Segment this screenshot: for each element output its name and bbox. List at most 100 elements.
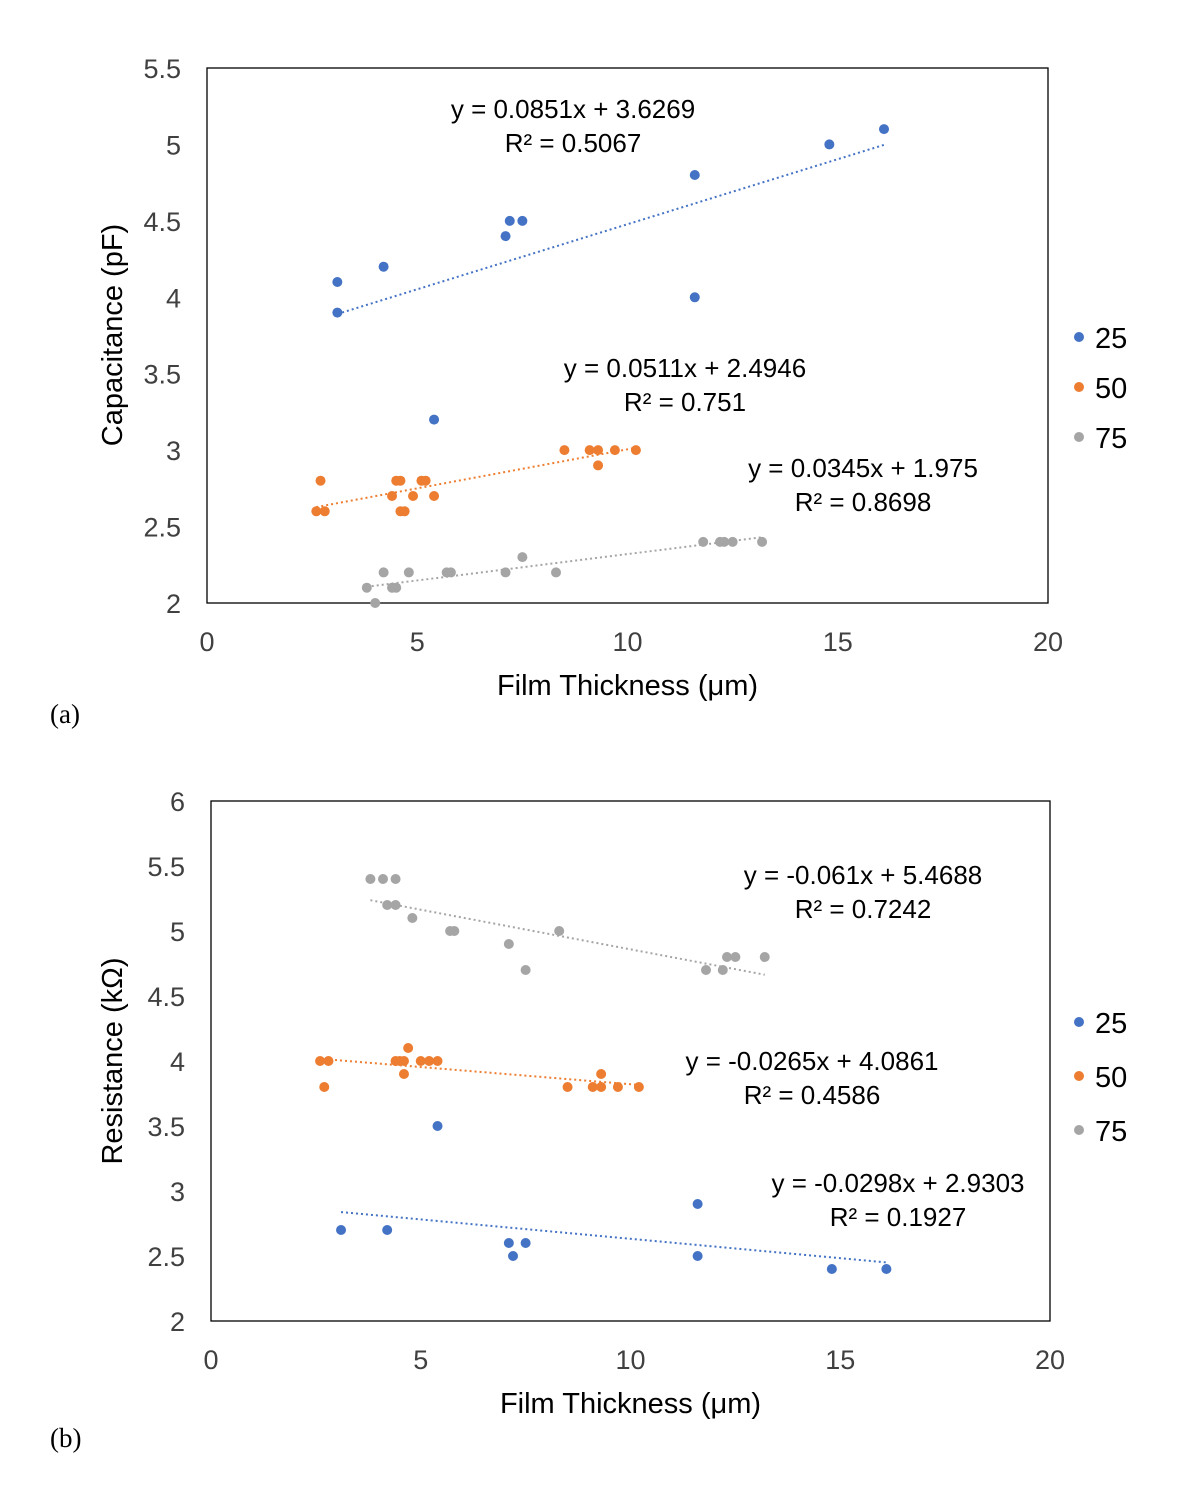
legend-marker-series-50 [1074,382,1084,392]
plot-area [210,800,1051,1322]
panel-label: (a) [50,699,80,729]
legend-label-series-25: 25 [1095,323,1127,355]
data-point-series-75 [520,965,531,975]
trendline-equation-series-50: y = -0.0265x + 4.0861 [686,1046,939,1076]
x-tick-label: 20 [1033,627,1063,657]
data-point-series-75 [701,965,712,975]
y-tick-label: 4.5 [147,982,185,1012]
data-point-series-50 [609,445,620,456]
legend-marker-series-75 [1074,432,1084,442]
legend-label-series-50: 50 [1095,1062,1127,1094]
data-point-series-75 [377,874,388,884]
data-point-series-75 [698,536,709,547]
data-point-series-75 [382,900,393,910]
data-point-series-25 [429,414,440,425]
data-point-series-25 [689,170,700,180]
data-point-series-25 [332,307,343,318]
data-point-series-75 [407,913,418,923]
y-axis-title: Resistance (kΩ) [97,957,129,1164]
data-point-series-50 [633,1082,644,1092]
trendline-series-25 [337,143,885,315]
data-point-series-75 [365,874,376,884]
y-tick-label: 3.5 [147,1112,185,1142]
data-point-series-50 [395,475,406,486]
legend-label-series-75: 75 [1095,1116,1127,1148]
trendline-series-50 [319,1057,639,1086]
y-tick-label: 5.5 [143,54,181,84]
data-point-series-50 [587,1082,598,1092]
data-point-series-25 [332,277,343,287]
trendline-series-50 [316,446,637,509]
trendline-series-75 [366,536,763,588]
data-point-series-50 [630,445,641,456]
x-tick-label: 20 [1035,1345,1065,1375]
data-point-series-25 [824,139,835,150]
data-point-series-50 [429,491,440,501]
data-point-series-50 [562,1082,573,1092]
data-point-series-50 [398,1069,409,1079]
data-point-series-25 [500,231,511,242]
data-point-series-50 [593,445,604,456]
trendline-equation-series-25: y = -0.0298x + 2.9303 [772,1168,1025,1198]
data-point-series-75 [759,952,770,962]
data-point-series-25 [826,1264,837,1274]
data-point-series-50 [559,445,570,456]
trendline-r2-series-50: R² = 0.4586 [744,1080,881,1110]
trendline-series-25 [340,1211,887,1264]
x-tick-label: 15 [825,1345,855,1375]
data-point-series-75 [554,926,565,936]
y-tick-label: 6 [170,787,185,817]
data-point-series-50 [408,491,419,501]
data-point-series-25 [689,292,700,303]
data-point-series-50 [596,1082,607,1092]
data-point-series-75 [719,536,730,547]
data-point-series-50 [319,1082,330,1092]
data-point-series-50 [424,1056,435,1066]
y-axis-title: Capacitance (pF) [97,224,129,446]
data-point-series-75 [403,567,414,578]
data-point-series-25 [879,124,890,135]
x-axis-title: Film Thickness (μm) [500,1388,761,1420]
y-tick-label: 5.5 [147,852,185,882]
y-tick-label: 5 [170,917,185,947]
data-point-series-25 [336,1225,347,1235]
trendline-r2-series-25: R² = 0.1927 [830,1202,967,1232]
chart-panel-b: 0 5 10 15 20 2 2.5 3 3.5 4 4.5 5 5.5 6 Film Thickness … [50,787,1127,1453]
trendline-equation-series-25: y = 0.0851x + 3.6269 [451,94,695,124]
data-point-series-50 [311,506,322,517]
data-point-series-25 [692,1251,703,1261]
data-point-series-75 [445,567,456,578]
data-point-series-50 [432,1056,443,1066]
chart-panel-a: 0 5 10 15 20 2 2.5 3 3.5 4 4.5 5 5.5 Film Thickness (… [50,54,1127,729]
data-point-series-50 [399,506,410,517]
y-tick-label: 3 [170,1177,185,1207]
x-tick-label: 15 [823,627,853,657]
data-point-series-50 [403,1043,414,1053]
legend-label-series-50: 50 [1095,373,1127,405]
x-tick-label: 5 [410,627,425,657]
data-point-series-75 [391,582,402,593]
trendline-r2-series-50: R² = 0.751 [624,387,746,417]
y-tick-label: 4 [170,1047,185,1077]
x-tick-label: 0 [199,627,214,657]
data-point-series-50 [315,1056,326,1066]
data-point-series-75 [757,536,768,547]
data-point-series-75 [390,874,401,884]
data-point-series-75 [361,582,372,593]
legend-marker-series-50 [1074,1071,1084,1081]
legend-marker-series-25 [1074,1017,1084,1027]
legend-marker-series-75 [1074,1125,1084,1135]
x-axis-title: Film Thickness (μm) [497,670,758,702]
data-point-series-50 [612,1082,623,1092]
panel-label: (b) [50,1423,81,1453]
data-point-series-75 [449,926,460,936]
data-point-series-50 [398,1056,409,1066]
data-point-series-50 [323,1056,334,1066]
data-point-series-25 [881,1264,892,1274]
x-tick-label: 5 [413,1345,428,1375]
y-tick-label: 2 [166,589,181,619]
data-point-series-50 [315,475,326,486]
data-point-series-75 [717,965,728,975]
trendline-equation-series-50: y = 0.0511x + 2.4946 [564,353,806,383]
data-point-series-75 [730,952,741,962]
